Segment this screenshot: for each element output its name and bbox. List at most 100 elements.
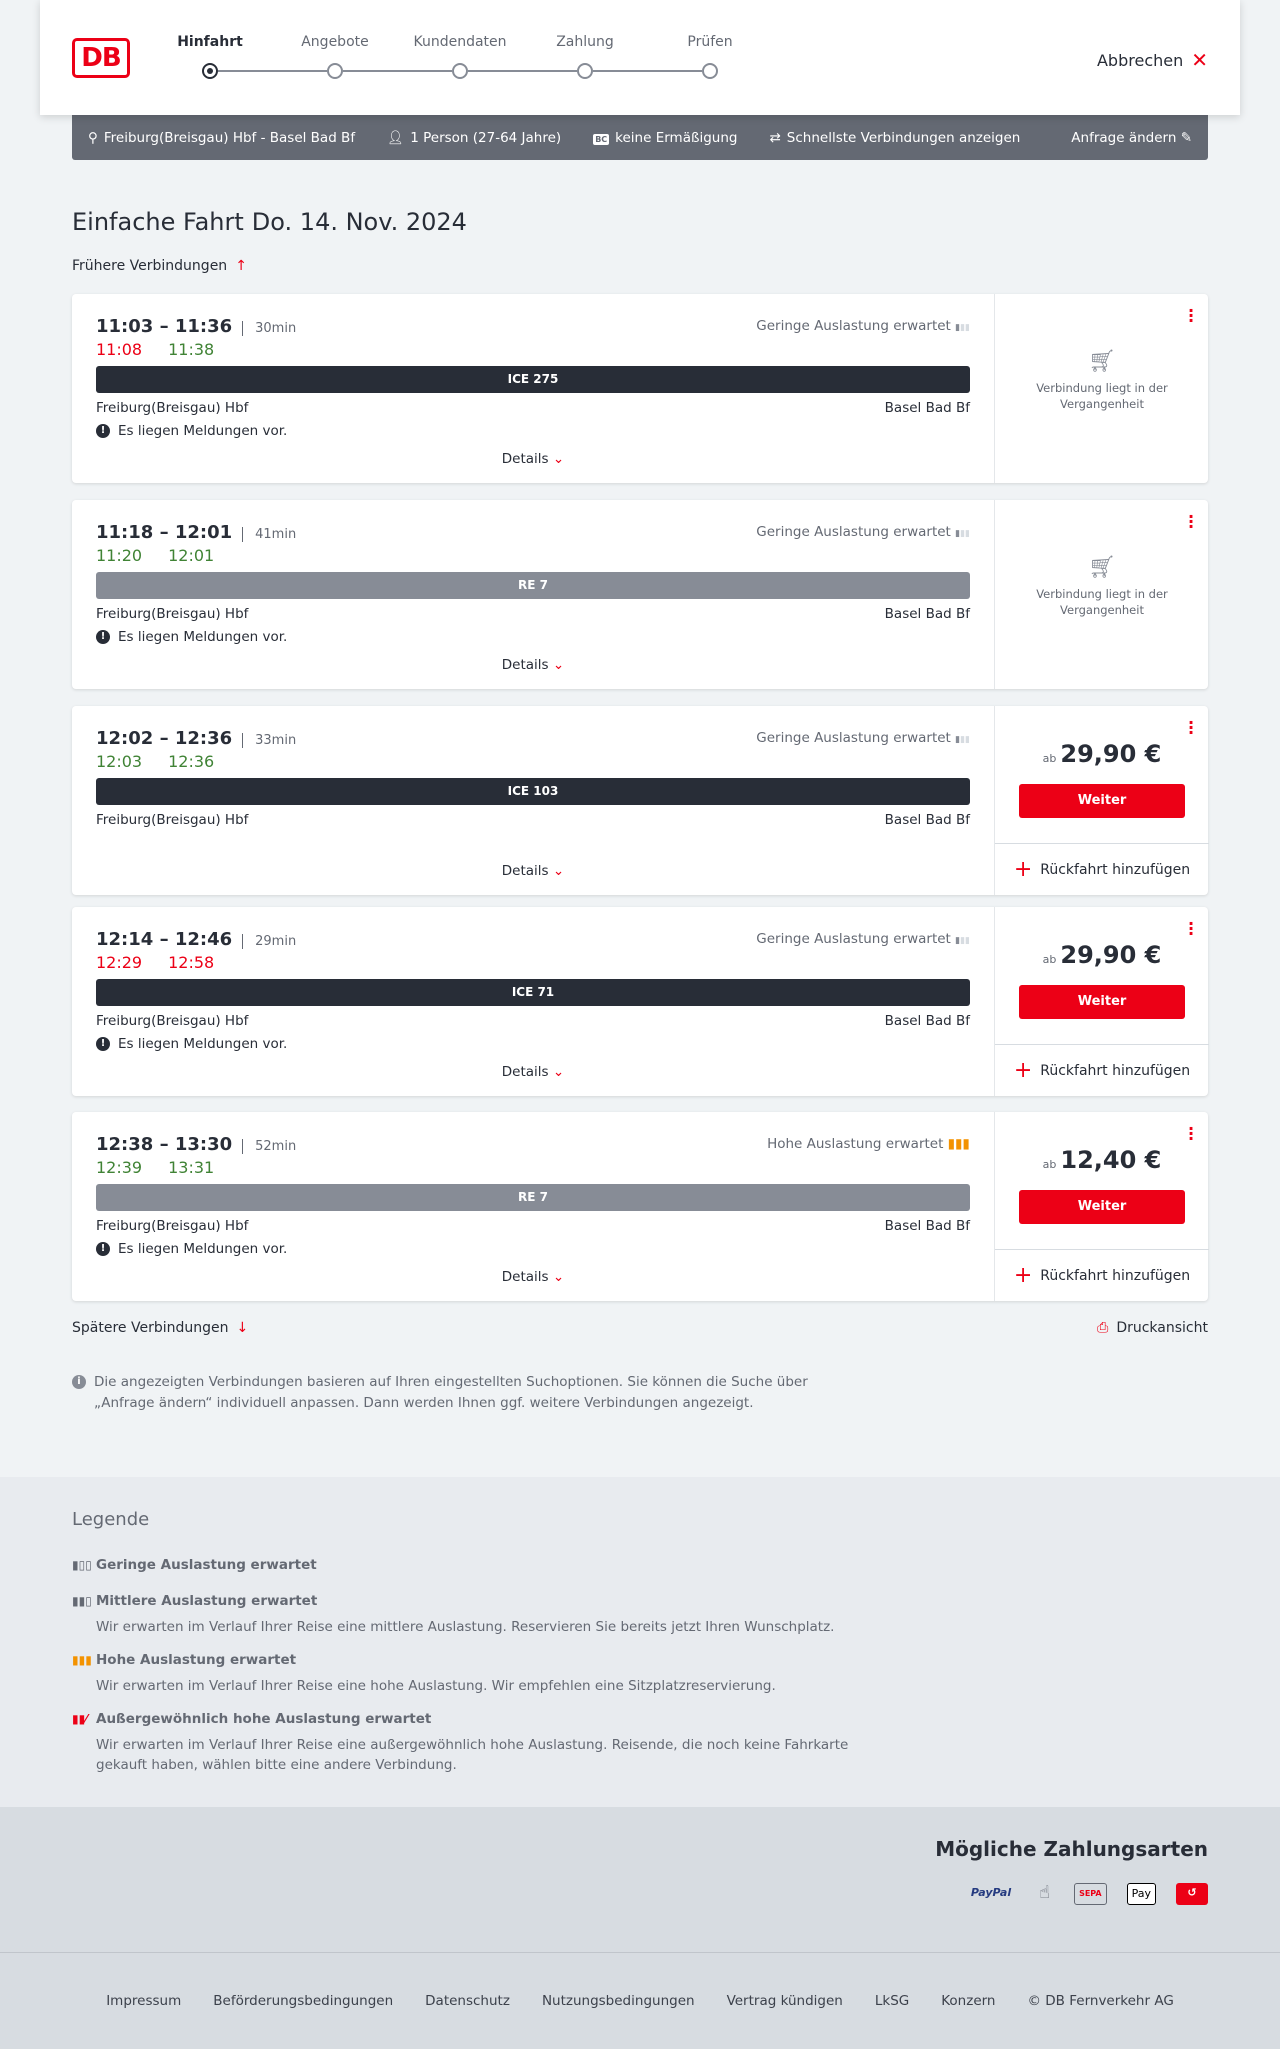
return-label: Rückfahrt hinzufügen (1040, 1267, 1191, 1284)
message-notice: ! Es liegen Meldungen vor. (96, 1241, 287, 1257)
offer-panel: · · · ab 29,90 € Weiter + Rückfahrt hinzufüge… (994, 907, 1209, 1096)
load-text: Geringe Auslastung erwartet (756, 318, 951, 334)
past-text: Verbindung liegt in der Vergangenheit (1036, 587, 1168, 617)
train-bar[interactable]: RE 7 (96, 572, 970, 599)
price-prefix: ab (1042, 953, 1057, 966)
step-2: Kundendaten (413, 34, 507, 50)
db-logo[interactable]: DB (72, 38, 130, 78)
connection-times: 12:02 – 12:36 33min (96, 728, 297, 749)
more-options-icon[interactable]: · · · (1188, 914, 1195, 943)
realtime-times: 12:39 13:31 (96, 1158, 240, 1177)
departure-station: Freiburg(Breisgau) Hbf (96, 400, 249, 416)
arrival-station: Basel Bad Bf (884, 1218, 970, 1234)
later-connections-link[interactable]: Spätere Verbindungen ↓ (72, 1320, 248, 1336)
footer-link[interactable]: Vertrag kündigen (726, 1993, 843, 2009)
add-return-button[interactable]: + Rückfahrt hinzufügen (995, 843, 1209, 895)
page-title: Einfache Fahrt Do. 14. Nov. 2024 (72, 208, 467, 236)
departure-station: Freiburg(Breisgau) Hbf (96, 812, 249, 828)
step-3: Zahlung (556, 34, 614, 50)
step-4: Prüfen (687, 34, 733, 50)
realtime-arrival: 12:01 (168, 546, 215, 565)
message-text: Es liegen Meldungen vor. (118, 1036, 288, 1052)
load-indicator: Geringe Auslastung erwartet ▮▮▮ (756, 931, 970, 947)
duration: 52min (242, 1139, 297, 1154)
step-marker (577, 63, 593, 79)
train-bar[interactable]: ICE 103 (96, 778, 970, 805)
add-return-button[interactable]: + Rückfahrt hinzufügen (995, 1249, 1209, 1301)
load-text: Geringe Auslastung erwartet (756, 730, 951, 746)
step-marker (702, 63, 718, 79)
train-bar[interactable]: RE 7 (96, 1184, 970, 1211)
footer-link[interactable]: Impressum (106, 1993, 182, 2009)
price-value: 12,40 € (1060, 1146, 1162, 1174)
load-level-icon: ▮▮▯ (72, 1594, 92, 1608)
route: ⚲ Freiburg(Breisgau) Hbf - Basel Bad Bf (88, 130, 355, 146)
legend-title: Legende (72, 1509, 150, 1530)
exclamation-icon: ! (96, 1242, 110, 1256)
footer-link[interactable]: Nutzungsbedingungen (541, 1993, 695, 2009)
continue-button[interactable]: Weiter (1019, 784, 1185, 818)
print-view-link[interactable]: ⎙ Druckansicht (1097, 1320, 1208, 1336)
legend-text: Wir erwarten im Verlauf Ihrer Reise eine… (96, 1678, 776, 1694)
details-toggle[interactable]: Details ⌄ (96, 657, 970, 673)
payment-icons: PayPal ☝︎ SEPA Pay ↺ (967, 1883, 1208, 1905)
footer-link[interactable]: Konzern (941, 1993, 996, 2009)
price: ab 29,90 € (995, 740, 1209, 768)
offer-panel: · · · ab 29,90 € Weiter + Rückfahrt hinzufüge… (994, 706, 1209, 895)
message-text: Es liegen Meldungen vor. (118, 629, 288, 645)
details-toggle[interactable]: Details ⌄ (96, 1064, 970, 1080)
earlier-connections-link[interactable]: Frühere Verbindungen ↑ (72, 258, 247, 274)
offer-panel: · · · ab 12,40 € Weiter + Rückfahrt hinzufüge… (994, 1112, 1209, 1301)
fastest-toggle[interactable]: ⇄ Schnellste Verbindungen anzeigen (769, 130, 1020, 146)
duration: 41min (242, 527, 297, 542)
realtime-departure: 11:20 (96, 546, 143, 565)
more-options-icon[interactable]: · · · (1188, 507, 1195, 536)
realtime-times: 12:29 12:58 (96, 953, 240, 972)
cart-unavailable-icon: 🛒︎ (1088, 349, 1116, 374)
connection-times: 12:14 – 12:46 29min (96, 929, 297, 950)
legend-text: Wir erwarten im Verlauf Ihrer Reise eine… (96, 1737, 849, 1773)
change-request-button[interactable]: Anfrage ändern ✎ (1071, 130, 1192, 146)
details-toggle[interactable]: Details ⌄ (96, 863, 970, 879)
more-options-icon[interactable]: · · · (1188, 1119, 1195, 1148)
discount-text: keine Ermäßigung (615, 129, 738, 146)
details-toggle[interactable]: Details ⌄ (96, 451, 970, 467)
person-icon: 👤︎ (387, 129, 405, 146)
legend-section: Legende ▮▯▯ Geringe Auslastung erwartet ▮▮… (0, 1477, 1280, 1807)
credit-card-contactless-icon: ☝︎ (1039, 1882, 1051, 1903)
more-options-icon[interactable]: · · · (1188, 301, 1195, 330)
load-indicator: Geringe Auslastung erwartet ▮▮▮ (756, 730, 970, 746)
bahncard-icon: BC (593, 133, 610, 145)
train-bar[interactable]: ICE 71 (96, 979, 970, 1006)
realtime-departure: 12:03 (96, 752, 143, 771)
pencil-icon: ✎ (1180, 129, 1192, 146)
footer-link[interactable]: LkSG (874, 1993, 910, 2009)
apple-pay-label: Pay (1131, 1887, 1151, 1900)
return-label: Rückfahrt hinzufügen (1040, 1062, 1191, 1079)
duration: 30min (242, 321, 297, 336)
arrival-station: Basel Bad Bf (884, 1013, 970, 1029)
continue-button[interactable]: Weiter (1019, 1190, 1185, 1224)
legend-label: Mittlere Auslastung erwartet (96, 1593, 318, 1609)
more-options-icon[interactable]: · · · (1188, 713, 1195, 742)
message-text: Es liegen Meldungen vor. (118, 423, 288, 439)
cancel-button[interactable]: Abbrechen ✕ (1097, 48, 1208, 72)
train-bar[interactable]: ICE 275 (96, 366, 970, 393)
departure-station: Freiburg(Breisgau) Hbf (96, 1013, 249, 1029)
add-return-button[interactable]: + Rückfahrt hinzufügen (995, 1044, 1209, 1096)
footer-link[interactable]: Datenschutz (425, 1993, 510, 2009)
info-icon: i (72, 1375, 86, 1389)
load-indicator: Geringe Auslastung erwartet ▮▮▮ (756, 318, 970, 334)
connection-card: 11:03 – 11:36 30min Geringe Auslastung er… (72, 294, 1208, 483)
message-notice: ! Es liegen Meldungen vor. (96, 423, 287, 439)
details-toggle[interactable]: Details ⌄ (96, 1269, 970, 1285)
plus-icon: + (1013, 1262, 1033, 1288)
footer-link[interactable]: Beförderungsbedingungen (213, 1993, 394, 2009)
details-label: Details (501, 863, 549, 879)
payment-section: Mögliche Zahlungsarten PayPal ☝︎ SEPA Pa… (0, 1807, 1280, 1952)
load-text: Geringe Auslastung erwartet (756, 524, 951, 540)
continue-button[interactable]: Weiter (1019, 985, 1185, 1019)
load-level-icon: ▮▮▮ (72, 1653, 92, 1667)
departure-station: Freiburg(Breisgau) Hbf (96, 606, 249, 622)
step-1: Angebote (301, 34, 369, 50)
